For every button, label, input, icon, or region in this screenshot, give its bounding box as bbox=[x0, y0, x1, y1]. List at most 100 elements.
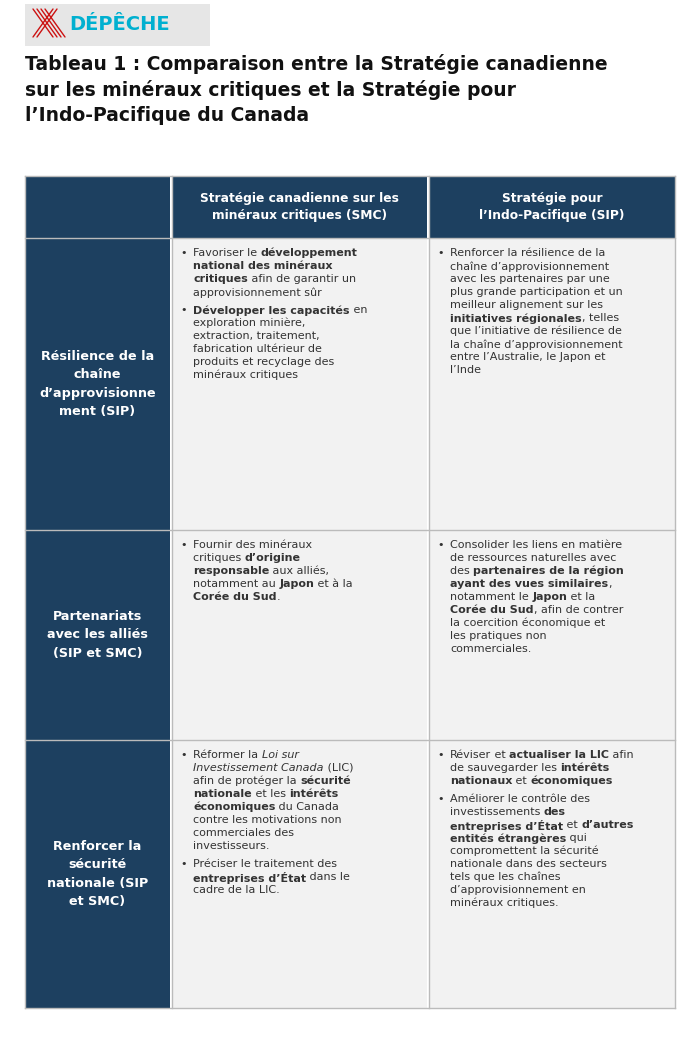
Text: d’origine: d’origine bbox=[245, 553, 301, 563]
Text: produits et recyclage des: produits et recyclage des bbox=[193, 357, 335, 367]
Text: d’autres: d’autres bbox=[582, 820, 634, 829]
Text: la coercition économique et: la coercition économique et bbox=[450, 618, 606, 628]
Text: aux alliés,: aux alliés, bbox=[270, 566, 329, 576]
Text: investissements: investissements bbox=[450, 807, 544, 817]
Text: sécurité: sécurité bbox=[300, 776, 351, 786]
Text: exploration minière,: exploration minière, bbox=[193, 318, 305, 328]
Text: de ressources naturelles avec: de ressources naturelles avec bbox=[450, 553, 617, 563]
Text: commerciales des: commerciales des bbox=[193, 828, 294, 838]
Text: Tableau 1 : Comparaison entre la Stratégie canadienne
sur les minéraux critiques: Tableau 1 : Comparaison entre la Stratég… bbox=[25, 54, 608, 125]
Text: Japon: Japon bbox=[532, 592, 567, 602]
Text: Préciser le traitement des: Préciser le traitement des bbox=[193, 859, 337, 869]
Text: Renforcer la
sécurité
nationale (SIP
et SMC): Renforcer la sécurité nationale (SIP et … bbox=[47, 840, 148, 908]
Text: en: en bbox=[349, 305, 367, 315]
Text: minéraux critiques: minéraux critiques bbox=[193, 370, 298, 381]
Bar bbox=[172, 740, 427, 1008]
Text: •: • bbox=[180, 750, 186, 760]
Text: •: • bbox=[180, 248, 186, 258]
Text: nationale dans des secteurs: nationale dans des secteurs bbox=[450, 859, 607, 869]
Bar bbox=[25, 176, 170, 238]
Text: notamment le: notamment le bbox=[450, 592, 532, 602]
Text: contre les motivations non: contre les motivations non bbox=[193, 815, 342, 825]
Text: •: • bbox=[180, 540, 186, 550]
Text: fabrication ultérieur de: fabrication ultérieur de bbox=[193, 344, 322, 354]
Text: entités étrangères: entités étrangères bbox=[450, 833, 566, 843]
Text: et: et bbox=[512, 776, 531, 786]
Text: Réformer la: Réformer la bbox=[193, 750, 262, 760]
Text: plus grande participation et un: plus grande participation et un bbox=[450, 287, 623, 297]
Text: nationale: nationale bbox=[193, 789, 251, 799]
Text: entreprises d’État: entreprises d’État bbox=[193, 872, 306, 884]
Text: •: • bbox=[437, 794, 444, 804]
Text: , afin de contrer: , afin de contrer bbox=[533, 605, 623, 615]
Text: intérêts: intérêts bbox=[561, 763, 610, 773]
Text: et: et bbox=[563, 820, 582, 829]
Text: et la: et la bbox=[567, 592, 596, 602]
Text: du Canada: du Canada bbox=[275, 802, 340, 811]
Text: dans le: dans le bbox=[306, 872, 350, 882]
Text: Corée du Sud: Corée du Sud bbox=[450, 605, 533, 615]
Text: entreprises d’État: entreprises d’État bbox=[450, 820, 563, 832]
Text: Stratégie pour
l’Indo-Pacifique (SIP): Stratégie pour l’Indo-Pacifique (SIP) bbox=[480, 191, 624, 222]
Text: (LIC): (LIC) bbox=[323, 763, 353, 773]
Text: •: • bbox=[437, 540, 444, 550]
Text: et: et bbox=[491, 750, 510, 760]
Text: compromettent la sécurité: compromettent la sécurité bbox=[450, 846, 598, 857]
Text: d’approvisionnement en: d’approvisionnement en bbox=[450, 884, 586, 895]
Text: avec les partenaires par une: avec les partenaires par une bbox=[450, 274, 610, 284]
Text: tels que les chaînes: tels que les chaînes bbox=[450, 872, 561, 882]
Bar bbox=[172, 238, 427, 530]
Bar bbox=[25, 530, 170, 740]
Text: et à la: et à la bbox=[314, 579, 353, 589]
Text: Loi sur: Loi sur bbox=[262, 750, 299, 760]
Bar bbox=[429, 176, 675, 238]
Text: nationaux: nationaux bbox=[450, 776, 512, 786]
Text: économiques: économiques bbox=[531, 776, 613, 786]
Text: Favoriser le: Favoriser le bbox=[193, 248, 260, 258]
Bar bbox=[25, 238, 170, 530]
Text: .: . bbox=[276, 592, 280, 602]
Text: Améliorer le contrôle des: Améliorer le contrôle des bbox=[450, 794, 590, 804]
Text: des: des bbox=[544, 807, 566, 817]
Text: notamment au: notamment au bbox=[193, 579, 279, 589]
Text: chaîne d’approvisionnement: chaîne d’approvisionnement bbox=[450, 261, 609, 272]
Text: Renforcer la résilience de la: Renforcer la résilience de la bbox=[450, 248, 606, 258]
Text: de sauvegarder les: de sauvegarder les bbox=[450, 763, 561, 773]
Text: responsable: responsable bbox=[193, 566, 270, 576]
Text: Consolider les liens en matière: Consolider les liens en matière bbox=[450, 540, 622, 550]
Text: afin de garantir un: afin de garantir un bbox=[248, 274, 356, 284]
Text: Fournir des minéraux: Fournir des minéraux bbox=[193, 540, 312, 550]
Bar bbox=[429, 740, 675, 1008]
Text: cadre de la LIC.: cadre de la LIC. bbox=[193, 884, 280, 895]
Bar bbox=[25, 740, 170, 1008]
Text: critiques: critiques bbox=[193, 553, 245, 563]
Text: la chaîne d’approvisionnement: la chaîne d’approvisionnement bbox=[450, 339, 622, 349]
Text: •: • bbox=[180, 859, 186, 869]
Text: développement: développement bbox=[260, 248, 358, 258]
Text: commerciales.: commerciales. bbox=[450, 644, 531, 654]
Text: minéraux critiques.: minéraux critiques. bbox=[450, 898, 559, 909]
Text: •: • bbox=[437, 248, 444, 258]
Text: meilleur alignement sur les: meilleur alignement sur les bbox=[450, 300, 603, 310]
Text: entre l’Australie, le Japon et: entre l’Australie, le Japon et bbox=[450, 352, 606, 362]
Text: •: • bbox=[437, 750, 444, 760]
Bar bbox=[25, 4, 210, 45]
Text: ,: , bbox=[608, 579, 612, 589]
Text: Réviser: Réviser bbox=[450, 750, 491, 760]
Text: investisseurs.: investisseurs. bbox=[193, 841, 270, 851]
Text: initiatives régionales: initiatives régionales bbox=[450, 313, 582, 324]
Text: Japon: Japon bbox=[279, 579, 314, 589]
Text: Stratégie canadienne sur les
minéraux critiques (SMC): Stratégie canadienne sur les minéraux cr… bbox=[200, 191, 399, 222]
Text: extraction, traitement,: extraction, traitement, bbox=[193, 331, 320, 341]
Text: afin: afin bbox=[610, 750, 634, 760]
Text: afin de protéger la: afin de protéger la bbox=[193, 776, 300, 786]
Text: ayant des vues similaires: ayant des vues similaires bbox=[450, 579, 608, 589]
Text: les pratiques non: les pratiques non bbox=[450, 631, 547, 641]
Text: Développer les capacités: Développer les capacités bbox=[193, 305, 349, 315]
Text: que l’initiative de résilience de: que l’initiative de résilience de bbox=[450, 326, 622, 336]
Text: , telles: , telles bbox=[582, 313, 619, 323]
Text: critiques: critiques bbox=[193, 274, 248, 284]
Text: actualiser la LIC: actualiser la LIC bbox=[510, 750, 610, 760]
Bar bbox=[429, 238, 675, 530]
Text: des: des bbox=[450, 566, 473, 576]
